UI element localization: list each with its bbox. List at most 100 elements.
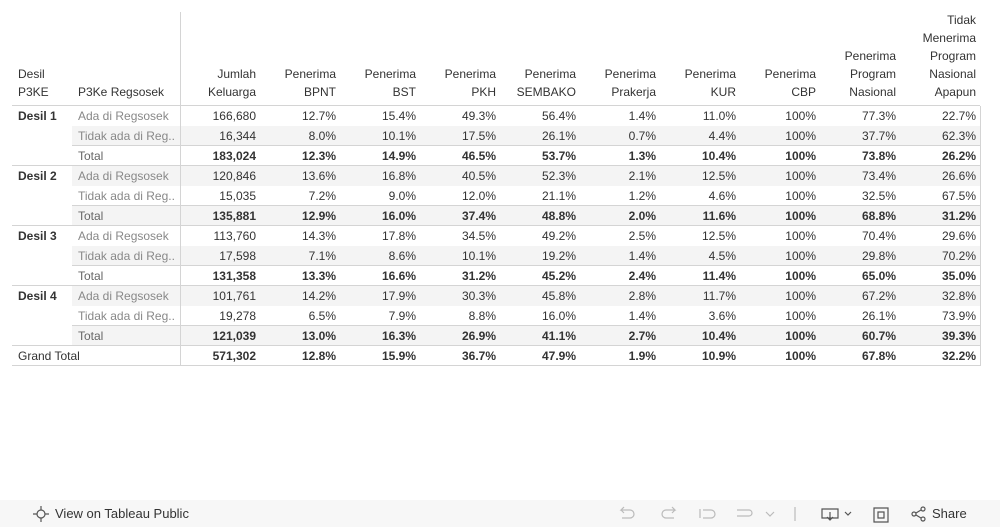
cell: 15.4% (381, 109, 416, 123)
column-header: Penerima Program Nasional (845, 47, 896, 101)
cell: 31.2% (941, 209, 976, 223)
cell: 100% (785, 349, 816, 363)
cell: 14.9% (381, 149, 416, 163)
cell: 68.8% (861, 209, 896, 223)
column-header: Penerima KUR (685, 65, 736, 101)
row-label: Total (78, 329, 104, 343)
toolbar-icons (33, 506, 926, 523)
cell: 32.2% (941, 349, 976, 363)
cell: 77.3% (861, 109, 896, 123)
share-button[interactable]: Share (932, 506, 967, 521)
row-label: Tidak ada di Reg.. (78, 129, 175, 143)
row-label: Ada di Regsosek (78, 289, 169, 303)
cell: 13.0% (301, 329, 336, 343)
cell: 7.2% (308, 189, 336, 203)
row-label: Tidak ada di Reg.. (78, 189, 175, 203)
group-label: Desil 1 (18, 109, 57, 123)
header-text: Jumlah Keluarga (207, 67, 257, 99)
cell: 0.7% (628, 129, 656, 143)
cell: 47.9% (541, 349, 576, 363)
cell: 17.5% (461, 129, 496, 143)
cell: 45.8% (541, 289, 576, 303)
row-band (72, 286, 980, 306)
cell: 67.5% (941, 189, 976, 203)
cell: 73.4% (861, 169, 896, 183)
cell: 100% (785, 269, 816, 283)
header-text: P3Ke Regsosek (78, 85, 165, 99)
header-line (12, 105, 980, 106)
cell: 30.3% (461, 289, 496, 303)
cell: 37.7% (861, 129, 896, 143)
cell: 49.3% (461, 109, 496, 123)
column-header: P3Ke Regsosek (78, 83, 164, 101)
cell: 12.9% (301, 209, 336, 223)
column-header: Penerima BPNT (285, 65, 336, 101)
row-label: Total (78, 209, 104, 223)
cell: 15.9% (381, 349, 416, 363)
cell: 7.9% (388, 309, 416, 323)
cell: 100% (785, 249, 816, 263)
row-label: Total (78, 149, 104, 163)
cell: 53.7% (541, 149, 576, 163)
header-text: Penerima Program Nasional (844, 49, 896, 99)
cell: 12.8% (301, 349, 336, 363)
cell: 183,024 (212, 149, 256, 163)
cell: 16.0% (381, 209, 416, 223)
column-header: Tidak Menerima Program Nasional Apapun (923, 11, 976, 101)
header-text: Penerima CBP (764, 67, 816, 99)
cell: 8.8% (468, 309, 496, 323)
row-label: Ada di Regsosek (78, 169, 169, 183)
cell: 4.4% (708, 129, 736, 143)
cell: 9.0% (388, 189, 416, 203)
cell: 16,344 (219, 129, 256, 143)
cell: 46.5% (461, 149, 496, 163)
view-on-tableau-link[interactable]: View on Tableau Public (55, 506, 189, 521)
cell: 73.8% (861, 149, 896, 163)
cell: 35.0% (941, 269, 976, 283)
row-band (72, 246, 980, 266)
cell: 39.3% (941, 329, 976, 343)
row-label: Tidak ada di Reg.. (78, 309, 175, 323)
right-border (980, 106, 981, 366)
cell: 120,846 (212, 169, 256, 183)
cell: 100% (785, 209, 816, 223)
total-line (72, 145, 980, 146)
cell: 17,598 (219, 249, 256, 263)
cell: 14.2% (301, 289, 336, 303)
cell: 1.3% (628, 149, 656, 163)
cell: 29.6% (941, 229, 976, 243)
cell: 100% (785, 329, 816, 343)
row-label: Ada di Regsosek (78, 109, 169, 123)
cell: 113,760 (213, 229, 257, 243)
cell: 4.5% (708, 249, 736, 263)
cell: 70.2% (941, 249, 976, 263)
cell: 1.9% (628, 349, 656, 363)
cell: 100% (785, 169, 816, 183)
cell: 7.1% (308, 249, 336, 263)
cell: 52.3% (541, 169, 576, 183)
cell: 135,881 (212, 209, 256, 223)
group-line (12, 165, 980, 166)
cell: 19,278 (219, 309, 256, 323)
group-line (12, 345, 980, 346)
cell: 40.5% (461, 169, 496, 183)
cell: 16.6% (381, 269, 416, 283)
header-text: Penerima KUR (684, 67, 736, 99)
cell: 31.2% (461, 269, 496, 283)
cell: 1.4% (628, 249, 656, 263)
cell: 1.2% (628, 189, 656, 203)
cell: 2.5% (628, 229, 656, 243)
cell: 100% (785, 189, 816, 203)
cell: 32.8% (941, 289, 976, 303)
row-band (72, 206, 980, 226)
cell: 2.8% (628, 289, 656, 303)
cell: 100% (785, 309, 816, 323)
column-header: Penerima Prakerja (605, 65, 656, 101)
cell: 16.0% (541, 309, 576, 323)
cell: 8.6% (388, 249, 416, 263)
cell: 10.4% (701, 329, 736, 343)
cell: 16.8% (381, 169, 416, 183)
cell: 2.4% (628, 269, 656, 283)
cell: 6.5% (308, 309, 336, 323)
cell: 26.1% (541, 129, 576, 143)
